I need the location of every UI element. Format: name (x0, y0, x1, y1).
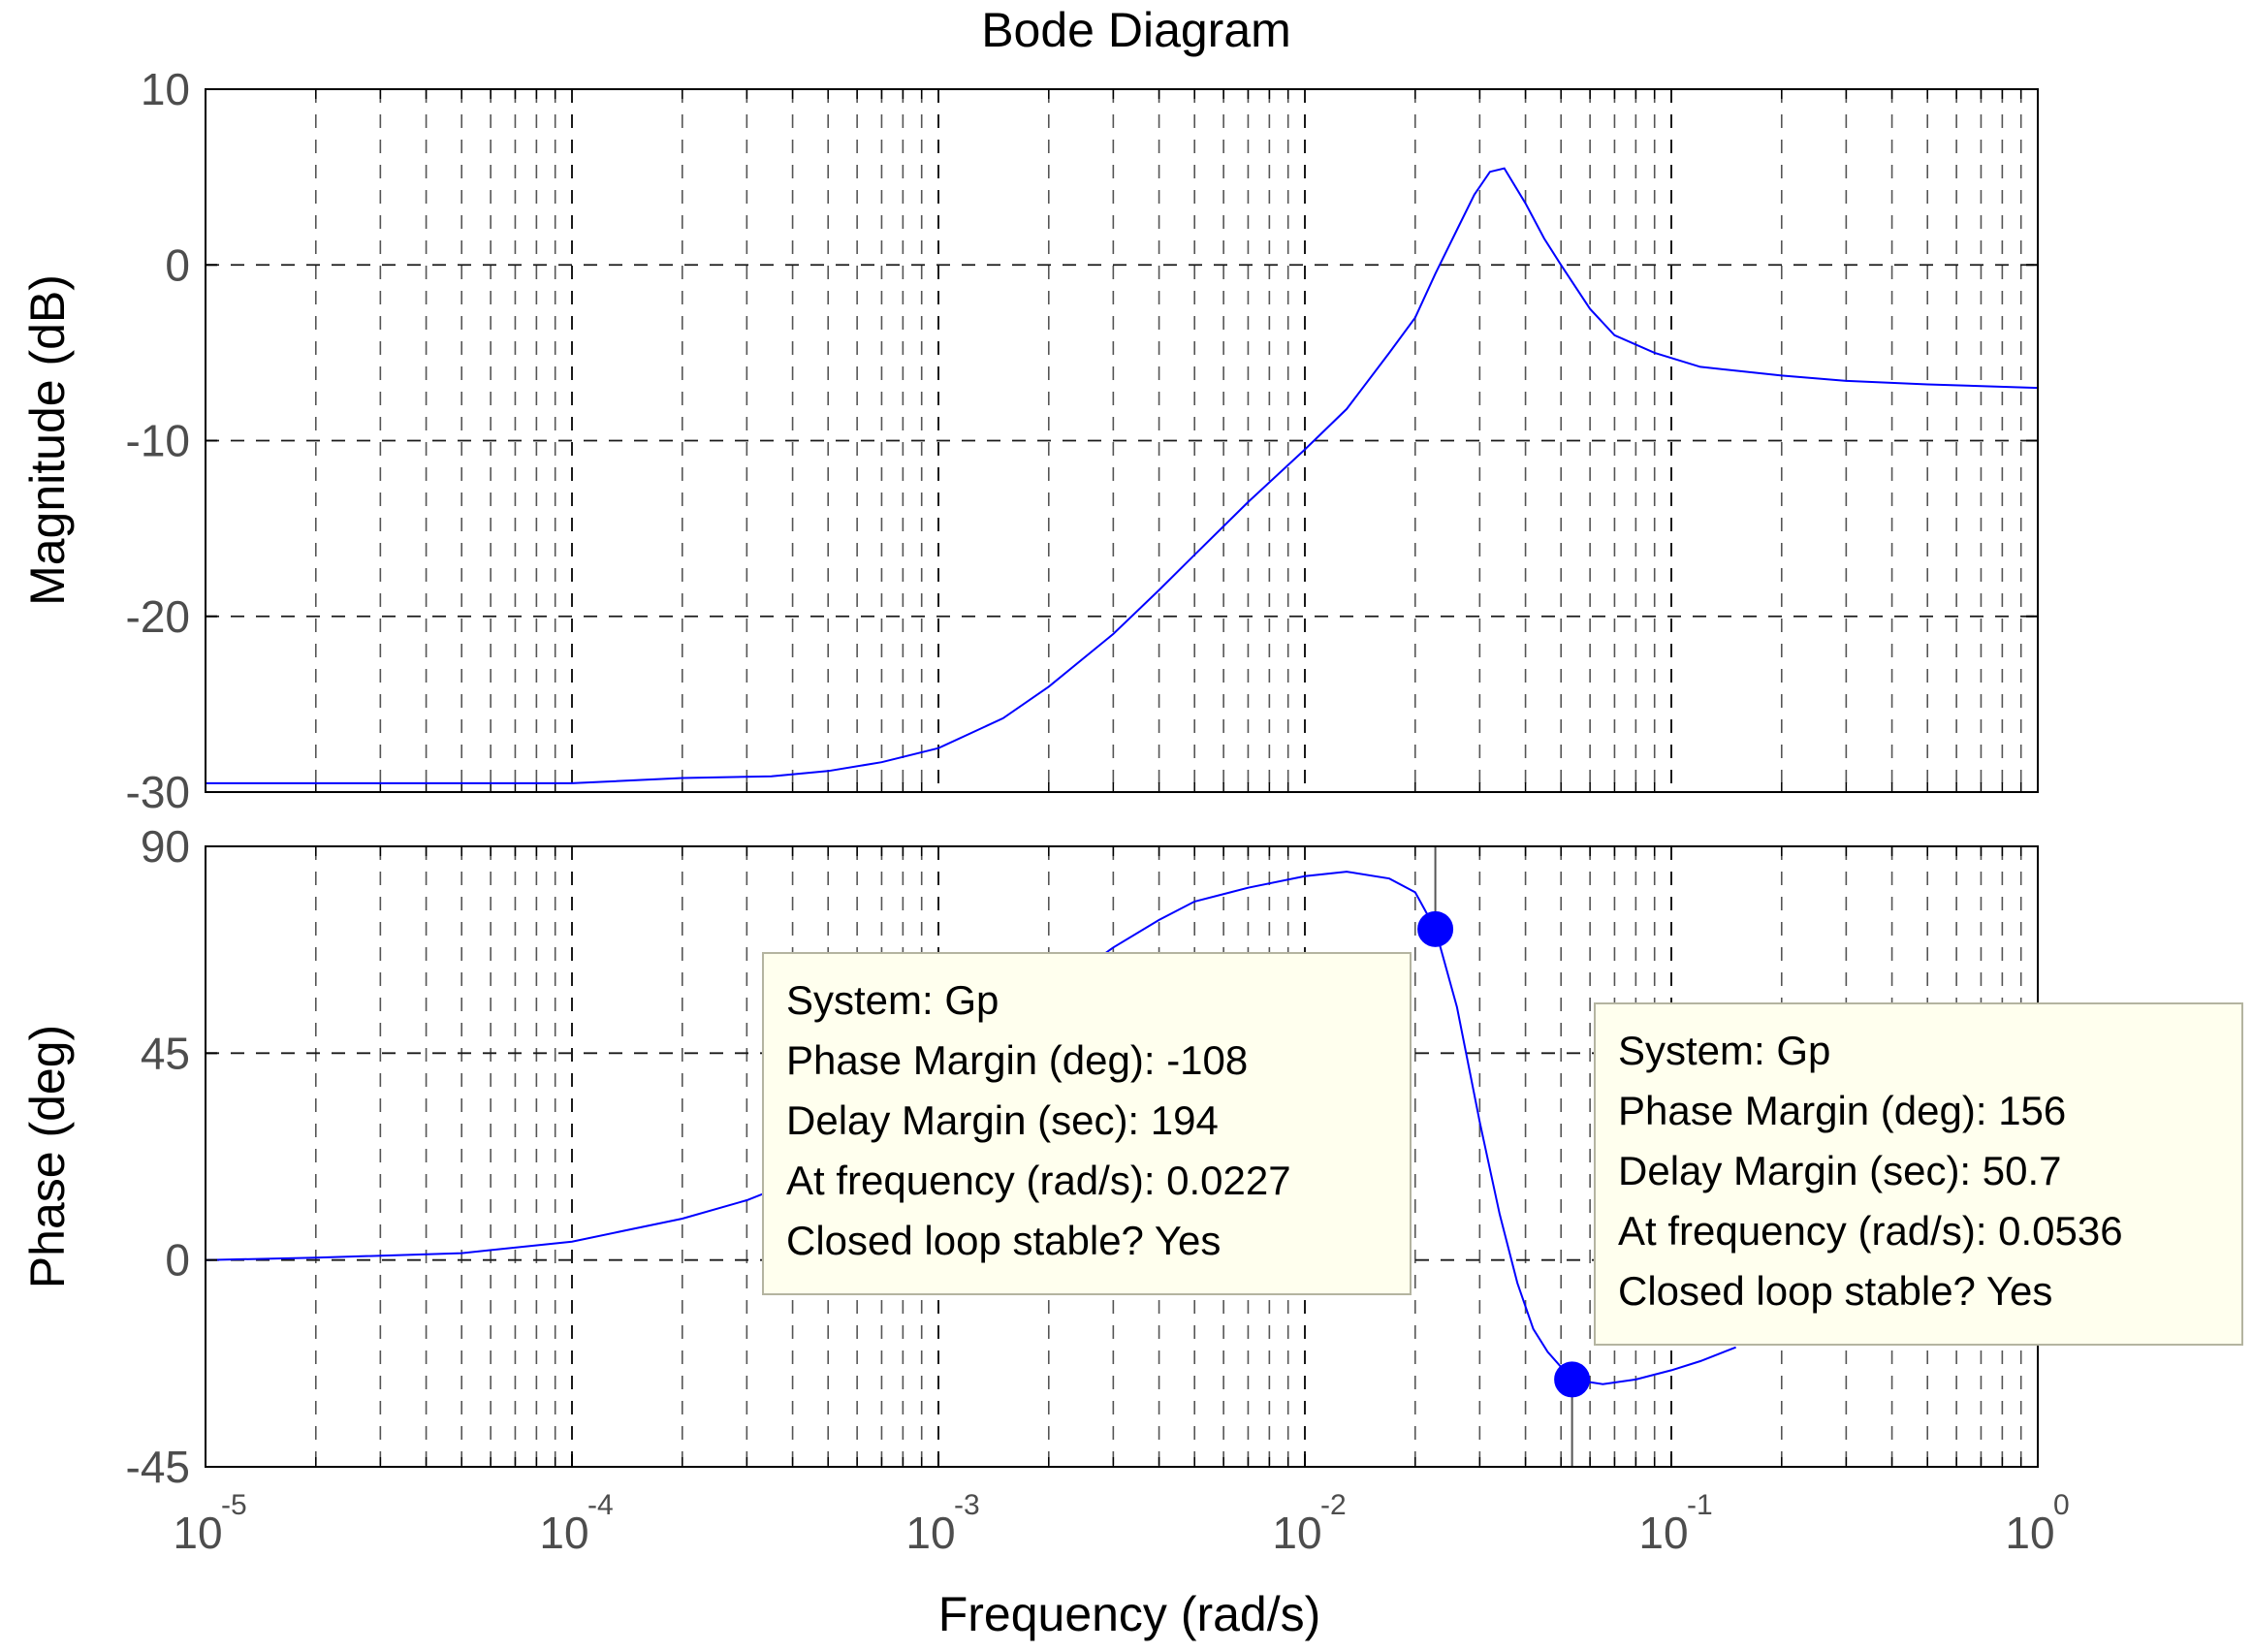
phase-y-label: Phase (deg) (20, 1025, 75, 1288)
phase-y-ticks: 90 45 0 -45 (126, 821, 2038, 1492)
datatip-box[interactable]: System: Gp Phase Margin (deg): 156 Delay M… (1594, 1002, 2243, 1346)
magnitude-y-label: Magnitude (dB) (20, 274, 75, 606)
magnitude-series-line (206, 167, 2039, 784)
y-tick-label: 90 (141, 821, 190, 872)
y-tick-label: -10 (126, 416, 190, 466)
phase-margin-marker[interactable] (1417, 910, 1454, 947)
datatip-line: At frequency (rad/s): 0.0536 (1618, 1208, 2123, 1254)
magnitude-y-ticks: 10 0 -10 -20 -30 (126, 64, 2038, 817)
x-tick: 100 (2005, 1454, 2070, 1558)
x-tick-exponent: 0 (2053, 1489, 2070, 1521)
phase-margin-marker[interactable] (1554, 1361, 1591, 1398)
x-tick-exponent: -3 (954, 1489, 980, 1521)
x-tick-base: 10 (173, 1508, 222, 1558)
datatip-background (762, 952, 1412, 1295)
x-tick-base: 10 (1638, 1508, 1688, 1558)
y-tick-label: 10 (141, 64, 190, 114)
datatip-box[interactable]: System: Gp Phase Margin (deg): -108 Delay … (762, 952, 1412, 1295)
y-tick-label: -45 (126, 1442, 190, 1492)
y-tick-label: 0 (165, 239, 190, 290)
chart-title: Bode Diagram (981, 3, 1291, 57)
datatip-line: Closed loop stable? Yes (1618, 1268, 2052, 1314)
datatip-line: System: Gp (1618, 1028, 1830, 1073)
x-tick: 10-4 (539, 1454, 614, 1558)
x-tick-exponent: -1 (1687, 1489, 1713, 1521)
x-tick-base: 10 (2005, 1508, 2054, 1558)
datatip-line: Closed loop stable? Yes (786, 1218, 1221, 1263)
x-tick: 10-1 (1638, 1454, 1713, 1558)
datatip-line: Delay Margin (sec): 194 (786, 1097, 1219, 1143)
y-tick-label: -30 (126, 767, 190, 817)
datatip-line: Phase Margin (deg): -108 (786, 1037, 1248, 1083)
x-tick-base: 10 (1272, 1508, 1321, 1558)
datatip-line: System: Gp (786, 977, 999, 1023)
datatip-line: Delay Margin (sec): 50.7 (1618, 1148, 2062, 1193)
x-tick-exponent: -2 (1320, 1489, 1347, 1521)
datatip-line: At frequency (rad/s): 0.0227 (786, 1158, 1291, 1203)
frequency-x-label: Frequency (rad/s) (938, 1587, 1321, 1641)
y-tick-label: -20 (126, 591, 190, 642)
y-tick-label: 0 (165, 1235, 190, 1286)
x-tick-base: 10 (905, 1508, 955, 1558)
magnitude-panel: 10 0 -10 -20 -30 Magnitude (dB) (20, 64, 2039, 817)
x-tick-exponent: -4 (587, 1489, 614, 1521)
phase-margin-markers (1417, 910, 1591, 1398)
x-tick: 10-5 (173, 1454, 247, 1558)
datatip-background (1594, 1002, 2243, 1346)
y-tick-label: 45 (141, 1028, 190, 1078)
x-tick-exponent: -5 (221, 1489, 247, 1521)
x-tick: 10-2 (1272, 1454, 1347, 1558)
magnitude-grid (206, 89, 2038, 792)
x-tick-base: 10 (539, 1508, 588, 1558)
datatips: System: Gp Phase Margin (deg): -108 Delay … (762, 952, 2243, 1346)
x-tick: 10-3 (905, 1454, 980, 1558)
datatip-line: Phase Margin (deg): 156 (1618, 1088, 2066, 1133)
